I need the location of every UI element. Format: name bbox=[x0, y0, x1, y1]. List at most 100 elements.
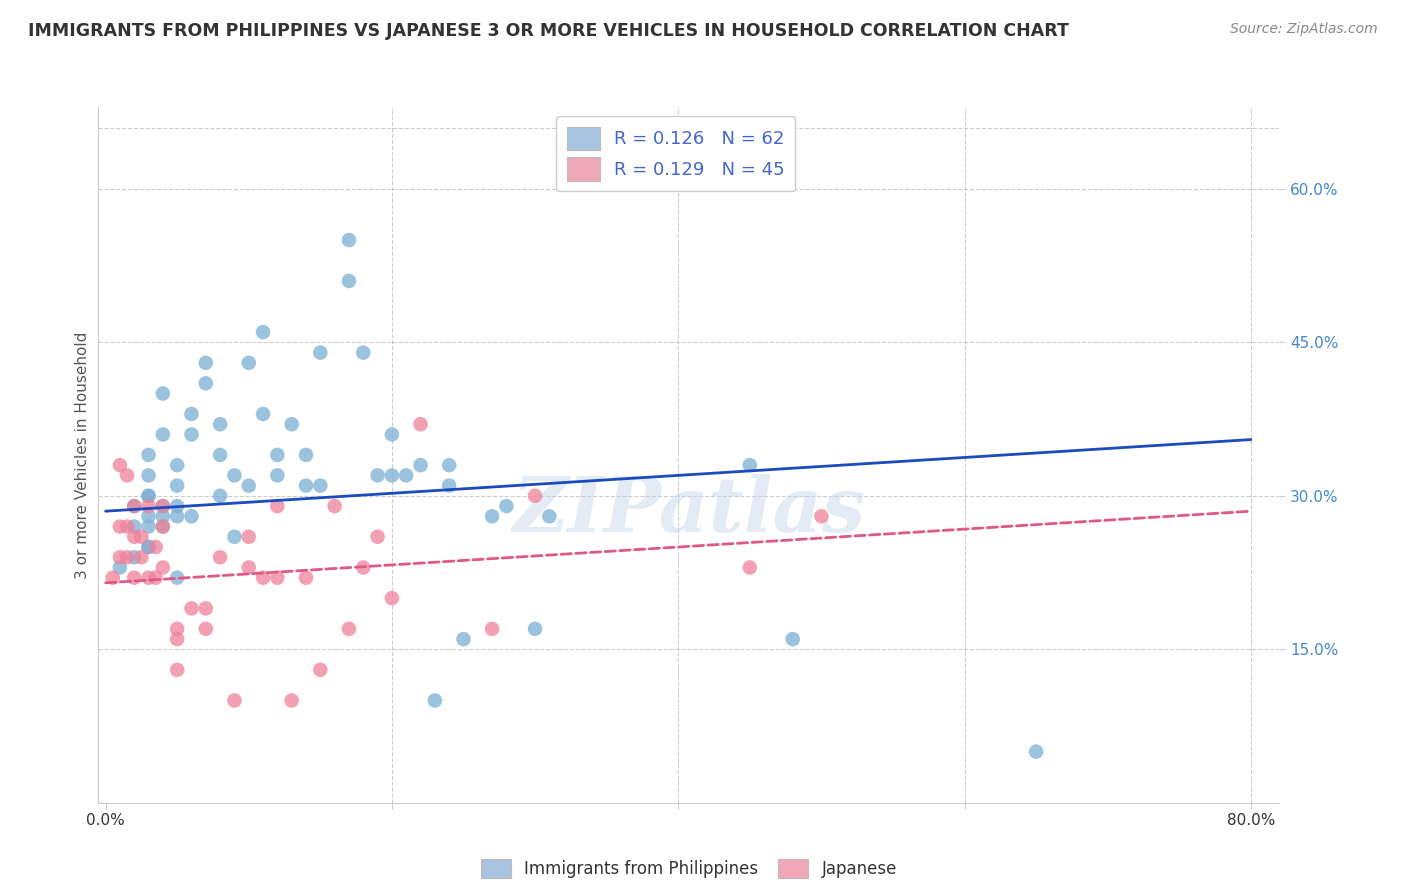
Point bbox=[266, 571, 288, 585]
Point bbox=[122, 519, 145, 533]
Point bbox=[367, 530, 389, 544]
Point bbox=[238, 560, 260, 574]
Point bbox=[108, 550, 131, 565]
Point bbox=[108, 560, 131, 574]
Y-axis label: 3 or more Vehicles in Household: 3 or more Vehicles in Household bbox=[75, 331, 90, 579]
Point bbox=[437, 478, 460, 492]
Point bbox=[782, 632, 804, 646]
Point bbox=[138, 571, 160, 585]
Point bbox=[395, 468, 418, 483]
Point bbox=[152, 509, 174, 524]
Point bbox=[180, 601, 202, 615]
Point bbox=[166, 622, 188, 636]
Point bbox=[524, 489, 547, 503]
Point bbox=[209, 550, 232, 565]
Point bbox=[194, 622, 217, 636]
Point bbox=[252, 325, 274, 339]
Point bbox=[194, 376, 217, 391]
Point bbox=[381, 427, 404, 442]
Point bbox=[152, 560, 174, 574]
Point bbox=[166, 632, 188, 646]
Point bbox=[166, 663, 188, 677]
Point bbox=[122, 571, 145, 585]
Point bbox=[367, 468, 389, 483]
Legend: Immigrants from Philippines, Japanese: Immigrants from Philippines, Japanese bbox=[474, 853, 904, 885]
Point bbox=[166, 499, 188, 513]
Point bbox=[166, 478, 188, 492]
Point bbox=[180, 509, 202, 524]
Point bbox=[152, 427, 174, 442]
Point bbox=[209, 417, 232, 432]
Point bbox=[101, 571, 124, 585]
Point bbox=[323, 499, 346, 513]
Point bbox=[252, 571, 274, 585]
Point bbox=[524, 622, 547, 636]
Point bbox=[266, 468, 288, 483]
Point bbox=[152, 386, 174, 401]
Point bbox=[1025, 745, 1047, 759]
Point bbox=[309, 345, 332, 359]
Point bbox=[295, 448, 318, 462]
Point bbox=[738, 560, 761, 574]
Point bbox=[145, 540, 167, 554]
Point bbox=[337, 274, 360, 288]
Point bbox=[138, 540, 160, 554]
Point bbox=[381, 591, 404, 606]
Point bbox=[224, 530, 246, 544]
Point bbox=[166, 458, 188, 472]
Point bbox=[337, 233, 360, 247]
Point bbox=[209, 448, 232, 462]
Point bbox=[266, 448, 288, 462]
Point bbox=[481, 509, 503, 524]
Point bbox=[295, 571, 318, 585]
Point bbox=[138, 519, 160, 533]
Point bbox=[381, 468, 404, 483]
Point bbox=[166, 571, 188, 585]
Point bbox=[138, 509, 160, 524]
Point bbox=[152, 519, 174, 533]
Point bbox=[280, 693, 302, 707]
Point bbox=[738, 458, 761, 472]
Point bbox=[453, 632, 475, 646]
Point bbox=[238, 356, 260, 370]
Point bbox=[252, 407, 274, 421]
Point bbox=[295, 478, 318, 492]
Point bbox=[409, 458, 432, 472]
Point bbox=[180, 407, 202, 421]
Point bbox=[145, 571, 167, 585]
Text: IMMIGRANTS FROM PHILIPPINES VS JAPANESE 3 OR MORE VEHICLES IN HOUSEHOLD CORRELAT: IMMIGRANTS FROM PHILIPPINES VS JAPANESE … bbox=[28, 22, 1069, 40]
Point bbox=[122, 499, 145, 513]
Point bbox=[337, 622, 360, 636]
Point bbox=[138, 468, 160, 483]
Point bbox=[138, 489, 160, 503]
Point bbox=[131, 530, 153, 544]
Point bbox=[108, 458, 131, 472]
Point bbox=[180, 427, 202, 442]
Point bbox=[238, 530, 260, 544]
Point bbox=[538, 509, 561, 524]
Point bbox=[108, 519, 131, 533]
Point bbox=[352, 560, 374, 574]
Point bbox=[409, 417, 432, 432]
Point bbox=[352, 345, 374, 359]
Point bbox=[115, 468, 138, 483]
Point bbox=[152, 499, 174, 513]
Point bbox=[224, 693, 246, 707]
Point bbox=[309, 663, 332, 677]
Point bbox=[138, 499, 160, 513]
Point bbox=[122, 499, 145, 513]
Point bbox=[122, 530, 145, 544]
Point bbox=[166, 509, 188, 524]
Text: Source: ZipAtlas.com: Source: ZipAtlas.com bbox=[1230, 22, 1378, 37]
Point bbox=[115, 550, 138, 565]
Point bbox=[266, 499, 288, 513]
Point bbox=[423, 693, 446, 707]
Point bbox=[810, 509, 832, 524]
Point bbox=[194, 601, 217, 615]
Point bbox=[138, 489, 160, 503]
Point bbox=[194, 356, 217, 370]
Point bbox=[152, 519, 174, 533]
Point bbox=[131, 550, 153, 565]
Point bbox=[138, 448, 160, 462]
Point bbox=[238, 478, 260, 492]
